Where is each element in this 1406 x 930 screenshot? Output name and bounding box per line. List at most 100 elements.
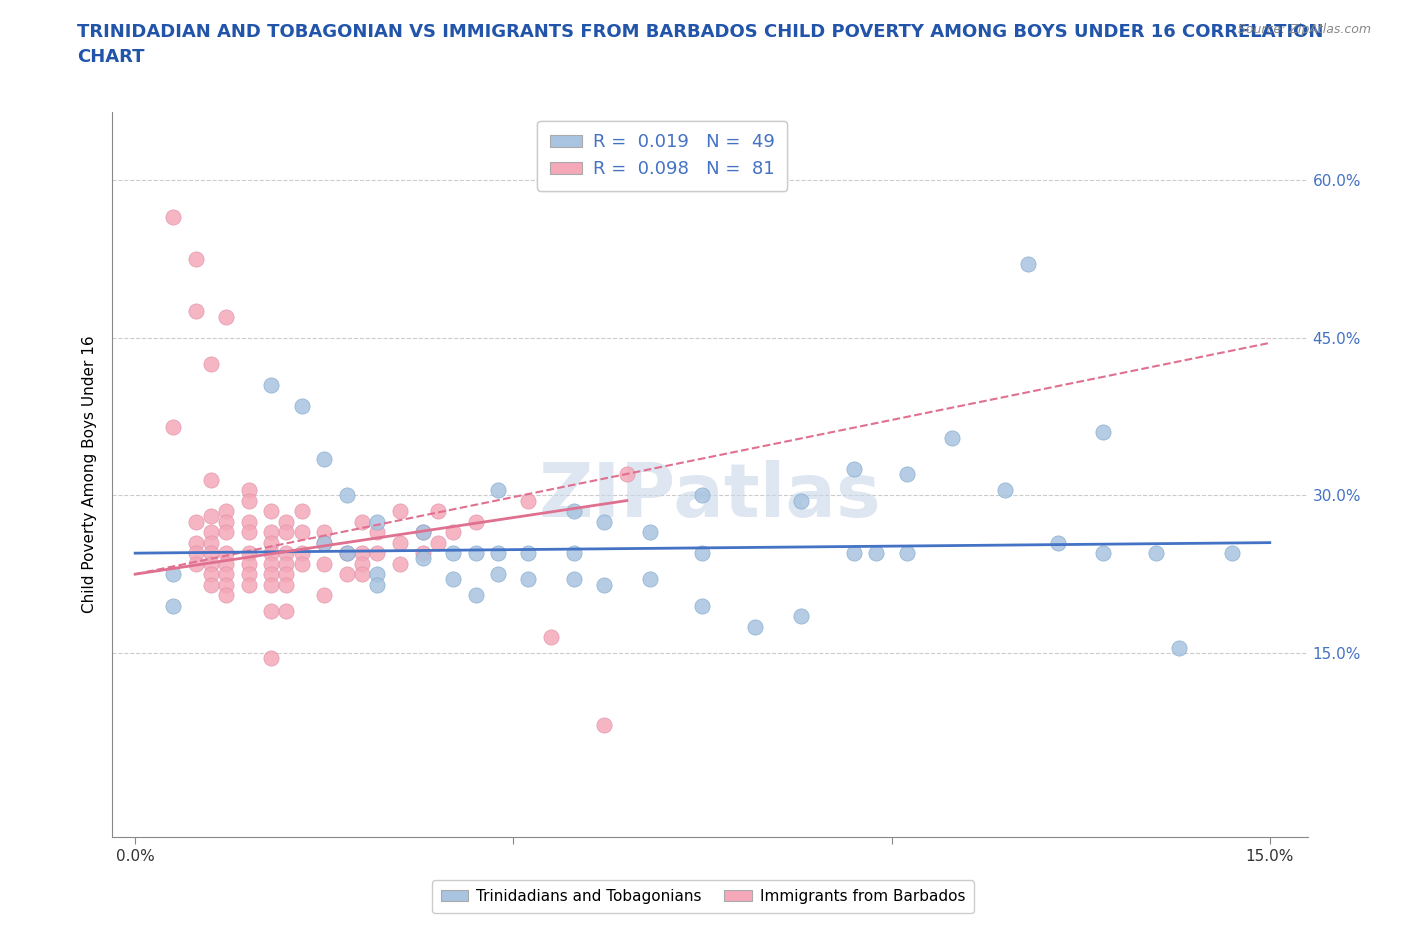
Point bbox=[238, 493, 260, 508]
Point bbox=[896, 467, 918, 482]
Y-axis label: Child Poverty Among Boys Under 16: Child Poverty Among Boys Under 16 bbox=[82, 336, 97, 613]
Point bbox=[593, 514, 616, 529]
Point bbox=[517, 572, 540, 587]
Point bbox=[941, 430, 963, 445]
Point bbox=[200, 356, 222, 371]
Point bbox=[366, 514, 388, 529]
Point bbox=[562, 546, 585, 561]
Point bbox=[200, 525, 222, 539]
Point bbox=[276, 566, 298, 581]
Point bbox=[486, 546, 509, 561]
Point bbox=[441, 546, 464, 561]
Point bbox=[464, 514, 486, 529]
Point bbox=[638, 525, 661, 539]
Point bbox=[366, 546, 388, 561]
Point bbox=[276, 556, 298, 571]
Point bbox=[215, 504, 238, 519]
Point bbox=[290, 525, 312, 539]
Point bbox=[352, 546, 374, 561]
Point bbox=[200, 472, 222, 487]
Point bbox=[842, 461, 865, 476]
Point bbox=[314, 525, 336, 539]
Point bbox=[388, 535, 411, 550]
Point bbox=[464, 546, 486, 561]
Point bbox=[238, 578, 260, 592]
Point bbox=[184, 304, 207, 319]
Point bbox=[441, 525, 464, 539]
Point bbox=[366, 525, 388, 539]
Point bbox=[290, 504, 312, 519]
Point bbox=[200, 535, 222, 550]
Point bbox=[200, 509, 222, 524]
Point bbox=[314, 556, 336, 571]
Point bbox=[593, 717, 616, 732]
Point bbox=[638, 572, 661, 587]
Point bbox=[412, 546, 434, 561]
Point bbox=[336, 566, 359, 581]
Point bbox=[1144, 546, 1167, 561]
Legend: Trinidadians and Tobagonians, Immigrants from Barbados: Trinidadians and Tobagonians, Immigrants… bbox=[432, 880, 974, 913]
Point bbox=[314, 451, 336, 466]
Point bbox=[314, 588, 336, 603]
Point bbox=[290, 556, 312, 571]
Point bbox=[593, 578, 616, 592]
Point bbox=[1220, 546, 1243, 561]
Point bbox=[260, 651, 283, 666]
Point bbox=[215, 556, 238, 571]
Point bbox=[215, 514, 238, 529]
Point bbox=[692, 546, 714, 561]
Point bbox=[215, 546, 238, 561]
Point bbox=[366, 578, 388, 592]
Point bbox=[412, 525, 434, 539]
Point bbox=[692, 488, 714, 503]
Point bbox=[314, 535, 336, 550]
Point bbox=[260, 504, 283, 519]
Point bbox=[464, 588, 486, 603]
Point bbox=[276, 525, 298, 539]
Point bbox=[1046, 535, 1069, 550]
Point bbox=[562, 504, 585, 519]
Legend: R =  0.019   N =  49, R =  0.098   N =  81: R = 0.019 N = 49, R = 0.098 N = 81 bbox=[537, 121, 787, 191]
Point bbox=[200, 556, 222, 571]
Text: Source: ZipAtlas.com: Source: ZipAtlas.com bbox=[1237, 23, 1371, 36]
Point bbox=[366, 566, 388, 581]
Point bbox=[1168, 641, 1191, 656]
Point bbox=[441, 572, 464, 587]
Point bbox=[352, 556, 374, 571]
Point bbox=[260, 546, 283, 561]
Point bbox=[238, 546, 260, 561]
Point bbox=[184, 514, 207, 529]
Point bbox=[184, 546, 207, 561]
Point bbox=[260, 566, 283, 581]
Point bbox=[260, 604, 283, 618]
Point bbox=[842, 546, 865, 561]
Point bbox=[215, 309, 238, 324]
Point bbox=[200, 566, 222, 581]
Point bbox=[314, 535, 336, 550]
Point bbox=[276, 546, 298, 561]
Point bbox=[276, 578, 298, 592]
Point bbox=[486, 483, 509, 498]
Point bbox=[352, 566, 374, 581]
Point bbox=[865, 546, 887, 561]
Point bbox=[238, 483, 260, 498]
Point bbox=[1017, 257, 1039, 272]
Point bbox=[388, 504, 411, 519]
Point bbox=[162, 566, 184, 581]
Point bbox=[540, 630, 562, 644]
Point bbox=[692, 598, 714, 613]
Point bbox=[215, 588, 238, 603]
Point bbox=[517, 546, 540, 561]
Point bbox=[486, 566, 509, 581]
Point bbox=[215, 578, 238, 592]
Point bbox=[162, 209, 184, 224]
Point bbox=[215, 525, 238, 539]
Point bbox=[238, 514, 260, 529]
Point bbox=[238, 566, 260, 581]
Point bbox=[260, 525, 283, 539]
Text: ZIPatlas: ZIPatlas bbox=[538, 459, 882, 533]
Point bbox=[260, 578, 283, 592]
Point bbox=[290, 399, 312, 414]
Point bbox=[215, 566, 238, 581]
Point bbox=[412, 525, 434, 539]
